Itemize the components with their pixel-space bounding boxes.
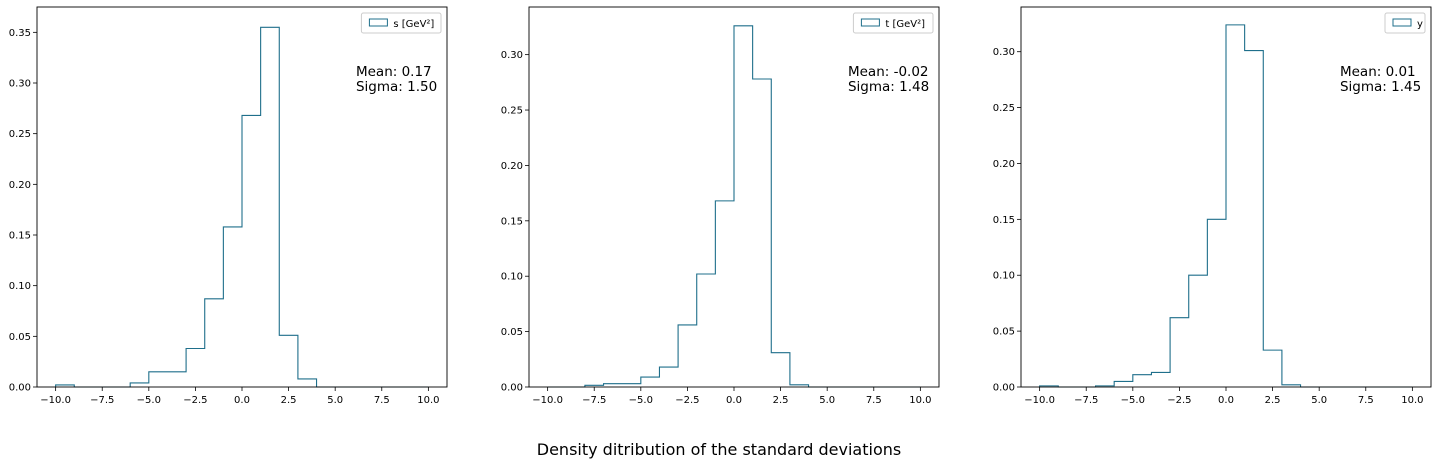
x-tick-label: −7.5 xyxy=(582,395,606,406)
histogram-bin xyxy=(1226,25,1245,387)
chart-panel-2: −10.0 −7.5 −5.0 −2.5 0.0 2.5 5.0 7.5 10.0 0.00 0.0… xyxy=(501,6,940,406)
y-tick-label: 0.25 xyxy=(9,129,31,140)
chart-panel-3: −10.0 −7.5 −5.0 −2.5 0.0 2.5 5.0 7.5 10.0 0.00 0.0… xyxy=(993,6,1432,406)
histogram-bin xyxy=(223,227,242,387)
y-tick-label: 0.00 xyxy=(993,383,1015,394)
x-tick-label: −10.0 xyxy=(40,395,71,406)
histogram-bin xyxy=(659,367,678,387)
histogram-bin xyxy=(771,353,790,387)
y-tick-label: 0.30 xyxy=(993,47,1015,58)
x-tick-label: −5.0 xyxy=(629,395,653,406)
y-tick-label: 0.25 xyxy=(993,103,1015,114)
mean-annotation: Mean: 0.01 xyxy=(1340,64,1416,80)
x-tick-label: 2.5 xyxy=(773,395,789,406)
x-tick-label: 2.5 xyxy=(1265,395,1281,406)
y-tick-label: 0.15 xyxy=(9,231,31,242)
y-tick-label: 0.10 xyxy=(9,281,31,292)
x-tick-label: 7.5 xyxy=(1358,395,1374,406)
y-tick-label: 0.30 xyxy=(501,50,523,61)
mean-annotation: Mean: -0.02 xyxy=(848,64,929,80)
x-tick-label: −2.5 xyxy=(1167,395,1191,406)
sigma-annotation: Sigma: 1.48 xyxy=(848,79,929,95)
legend-label: y xyxy=(1417,19,1423,30)
x-tick-label: 5.0 xyxy=(327,395,343,406)
legend-swatch xyxy=(860,18,880,27)
histogram-bin xyxy=(1263,350,1282,387)
y-tick-label: 0.05 xyxy=(9,332,31,343)
histogram-bin xyxy=(1189,275,1208,387)
histogram-bin xyxy=(1133,375,1152,387)
y-tick-label: 0.05 xyxy=(501,327,523,338)
x-tick-label: −7.5 xyxy=(90,395,114,406)
mean-annotation: Mean: 0.17 xyxy=(356,64,432,80)
legend: s [GeV²] xyxy=(360,12,442,34)
x-tick-label: 5.0 xyxy=(819,395,835,406)
y-tick-label: 0.30 xyxy=(9,79,31,90)
y-tick-label: 0.20 xyxy=(501,161,523,172)
y-tick-label: 0.00 xyxy=(501,383,523,394)
histogram-bin xyxy=(149,372,168,387)
y-tick-label: 0.15 xyxy=(501,216,523,227)
histogram-bin xyxy=(1151,372,1170,387)
y-tick-label: 0.35 xyxy=(9,28,31,39)
legend-label: t [GeV²] xyxy=(885,19,925,30)
legend-frame xyxy=(360,12,442,34)
histogram-bin xyxy=(186,348,205,387)
histogram-bin xyxy=(641,377,660,387)
x-tick-label: 5.0 xyxy=(1311,395,1327,406)
histogram-bin xyxy=(697,274,716,387)
legend-frame xyxy=(1384,12,1426,34)
x-tick-label: 7.5 xyxy=(374,395,390,406)
x-tick-label: −2.5 xyxy=(675,395,699,406)
histogram-bin xyxy=(205,299,224,387)
histogram-bin xyxy=(242,115,261,387)
histogram-bin xyxy=(715,201,734,387)
histogram-bin xyxy=(678,325,697,387)
x-tick-label: 10.0 xyxy=(417,395,439,406)
y-tick-label: 0.25 xyxy=(501,106,523,117)
legend-label: s [GeV²] xyxy=(393,19,434,30)
legend-swatch xyxy=(368,18,388,27)
sigma-annotation: Sigma: 1.45 xyxy=(1340,79,1421,95)
x-tick-label: −10.0 xyxy=(532,395,563,406)
histogram-bin xyxy=(298,379,317,387)
histogram-bin xyxy=(167,372,186,387)
histogram-bin xyxy=(1245,51,1264,387)
y-tick-label: 0.10 xyxy=(501,272,523,283)
x-tick-label: 7.5 xyxy=(866,395,882,406)
figure-suptitle: Density ditribution of the standard devi… xyxy=(536,440,902,459)
histogram-bin xyxy=(753,79,772,387)
x-tick-label: 0.0 xyxy=(726,395,742,406)
y-tick-label: 0.15 xyxy=(993,215,1015,226)
histogram-bin xyxy=(130,383,149,387)
x-tick-label: 0.0 xyxy=(234,395,250,406)
legend-swatch xyxy=(1392,18,1412,27)
histogram-bin xyxy=(1207,219,1226,387)
x-tick-label: −7.5 xyxy=(1074,395,1098,406)
y-tick-label: 0.20 xyxy=(9,180,31,191)
x-tick-label: −5.0 xyxy=(1121,395,1145,406)
legend-frame xyxy=(852,12,934,34)
histogram-bin xyxy=(279,335,298,387)
histogram-bin xyxy=(261,27,280,387)
x-tick-label: 10.0 xyxy=(909,395,931,406)
y-tick-label: 0.05 xyxy=(993,327,1015,338)
x-tick-label: 2.5 xyxy=(281,395,297,406)
x-tick-label: 0.0 xyxy=(1218,395,1234,406)
chart-panel-1: −10.0 −7.5 −5.0 −2.5 0.0 2.5 5.0 7.5 10.0 0.00 0.0… xyxy=(9,6,448,406)
y-tick-label: 0.00 xyxy=(9,383,31,394)
x-tick-label: −2.5 xyxy=(183,395,207,406)
x-tick-label: 10.0 xyxy=(1401,395,1423,406)
legend: t [GeV²] xyxy=(852,12,934,34)
y-tick-label: 0.20 xyxy=(993,159,1015,170)
histogram-bin xyxy=(734,26,753,387)
x-tick-label: −5.0 xyxy=(137,395,161,406)
x-tick-label: −10.0 xyxy=(1024,395,1055,406)
legend: y xyxy=(1384,12,1426,34)
histogram-bin xyxy=(1170,318,1189,387)
sigma-annotation: Sigma: 1.50 xyxy=(356,79,437,95)
histogram-bin xyxy=(1114,381,1133,387)
y-tick-label: 0.10 xyxy=(993,271,1015,282)
